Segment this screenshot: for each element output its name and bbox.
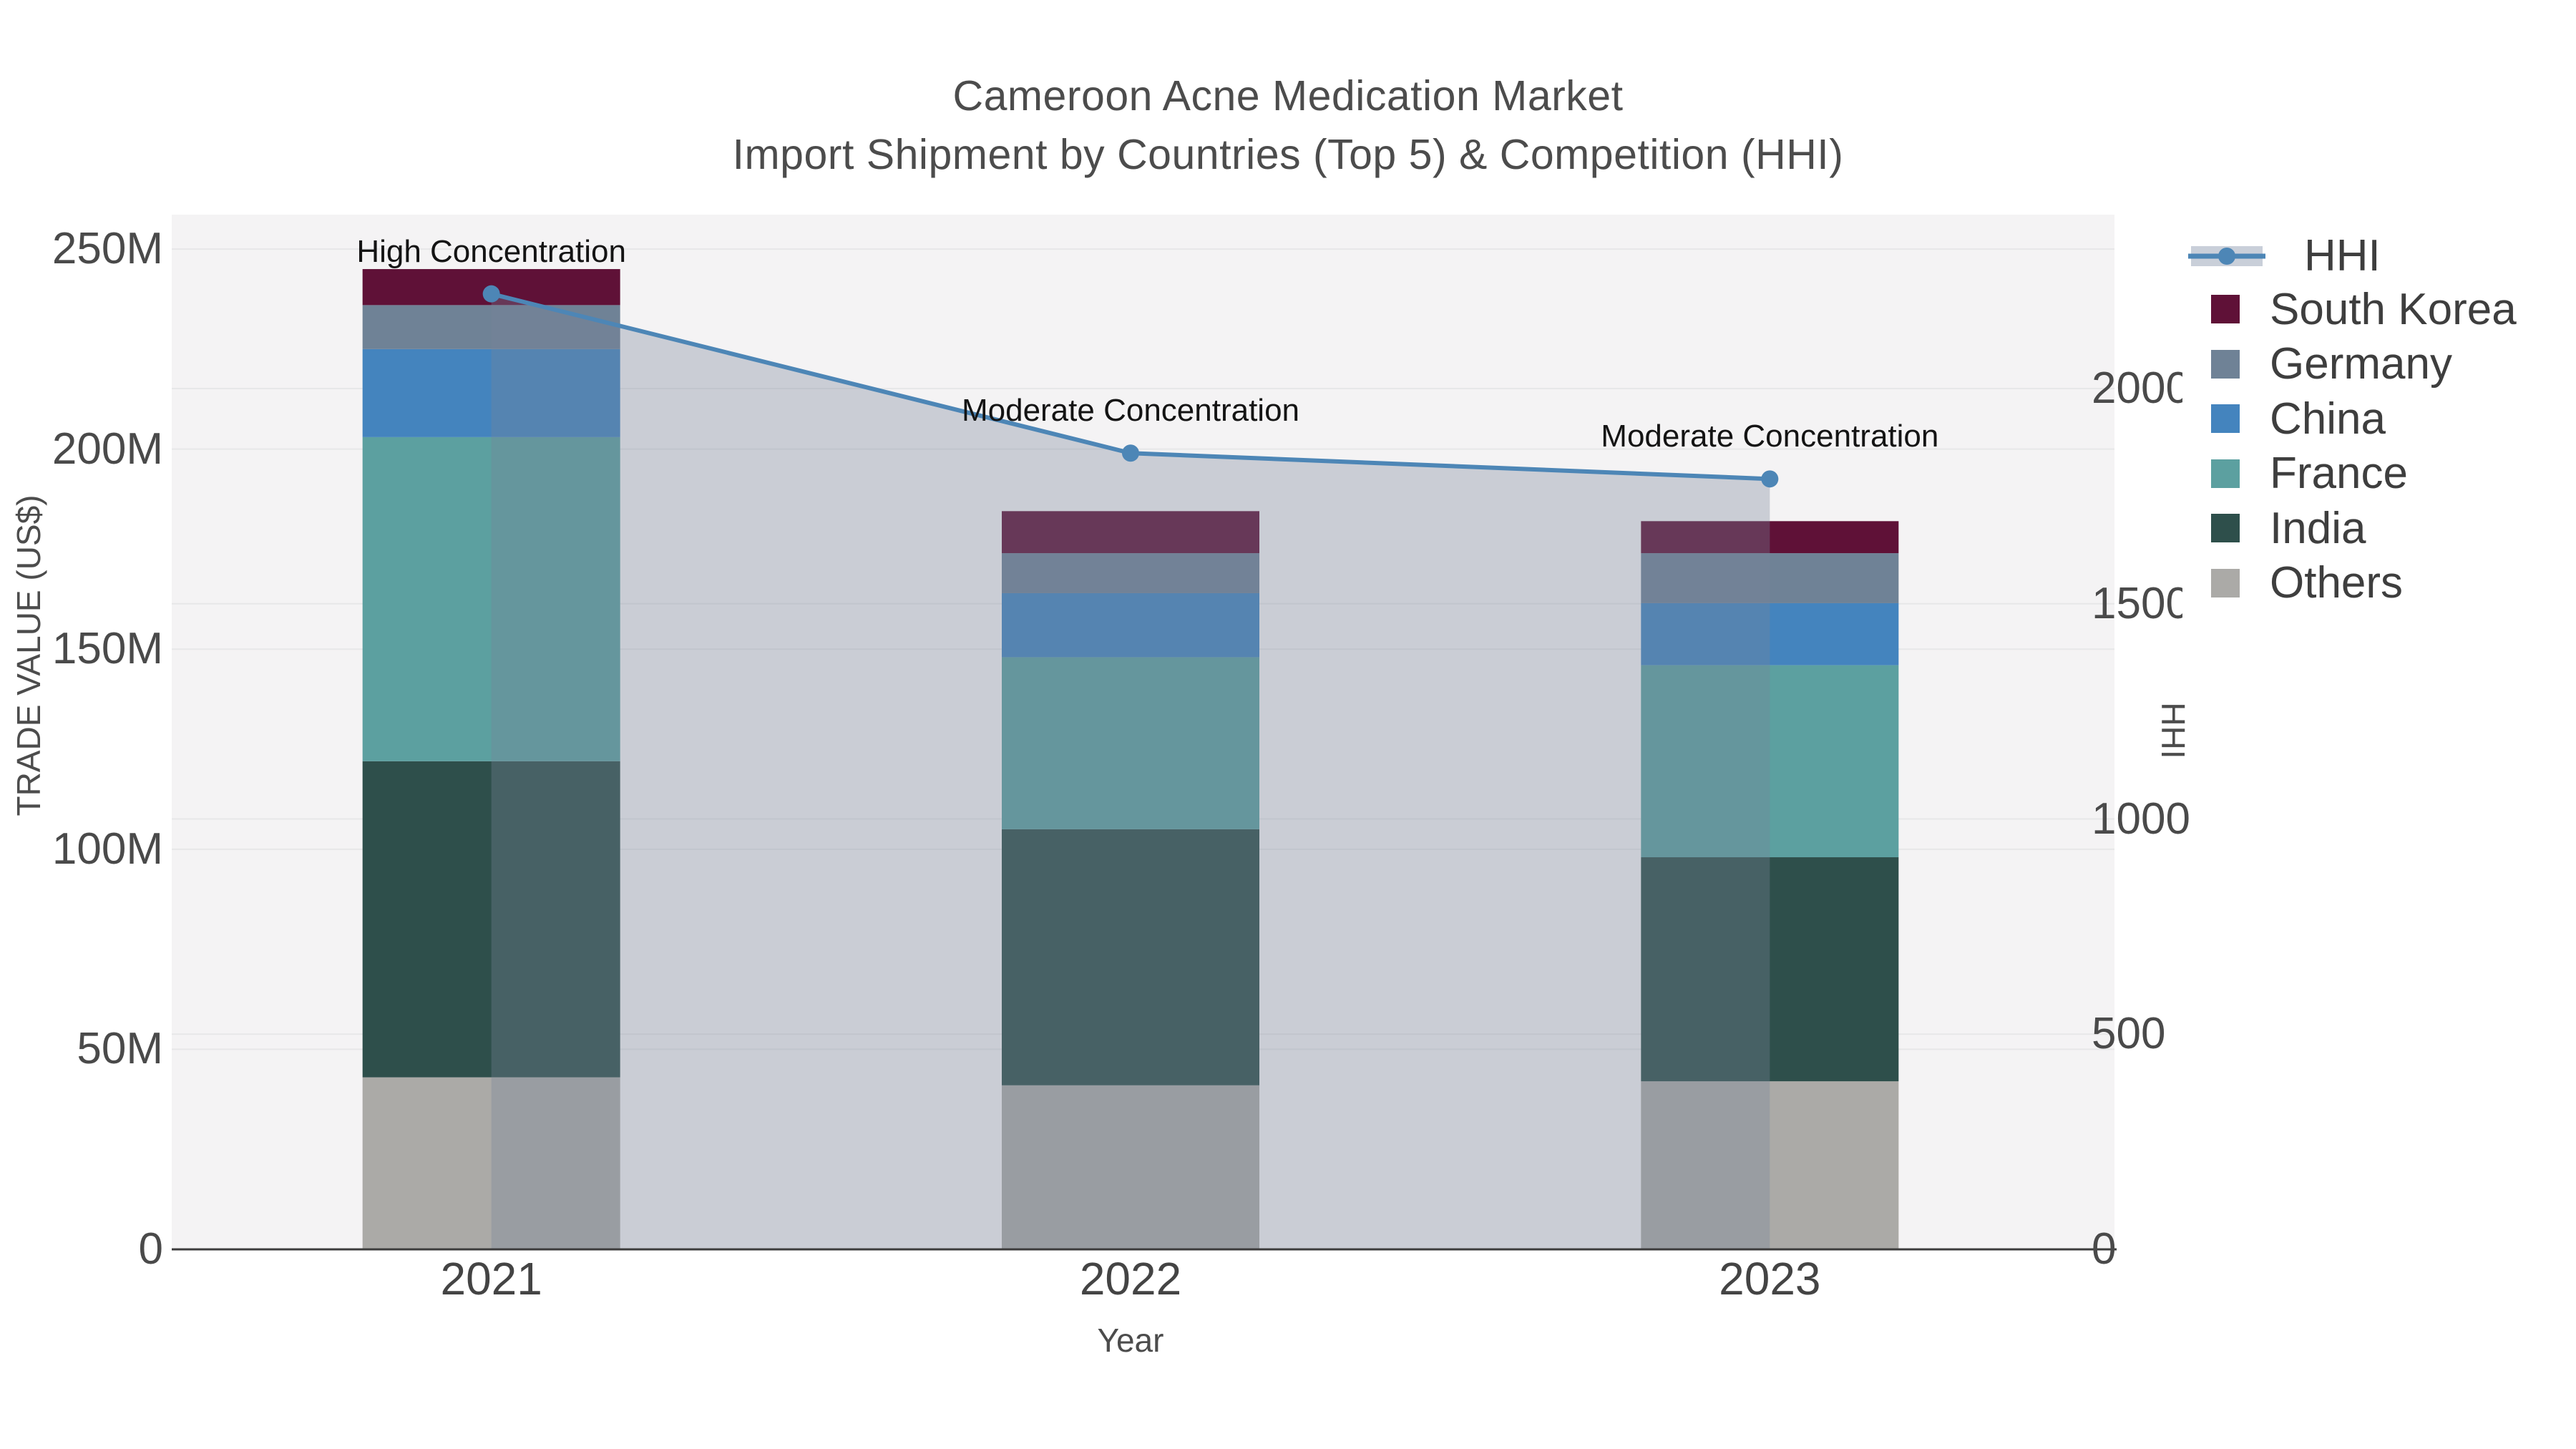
legend-item-china[interactable]: China <box>2182 391 2576 446</box>
y-left-tick-150M: 150M <box>52 624 163 674</box>
bar-segment-india-2021[interactable] <box>362 761 620 1078</box>
annotation-2021: High Concentration <box>356 233 626 269</box>
bar-segment-india-2023[interactable] <box>1641 857 1899 1082</box>
hhi-marker-2023[interactable] <box>1761 470 1779 488</box>
bar-segment-france-2022[interactable] <box>1002 657 1259 829</box>
y-right-tick-1500: 1500 <box>2092 578 2190 628</box>
bar-segment-germany-2022[interactable] <box>1002 553 1259 593</box>
bar-segment-china-2022[interactable] <box>1002 592 1259 658</box>
x-axis-title: Year <box>1097 1322 1164 1359</box>
x-tick-2023: 2023 <box>1719 1253 1821 1304</box>
bar-segment-india-2022[interactable] <box>1002 829 1259 1085</box>
legend-label-india: India <box>2270 503 2366 553</box>
y-left-tick-250M: 250M <box>52 224 163 274</box>
legend-swatch-germany-icon <box>2211 349 2240 379</box>
bar-segment-others-2023[interactable] <box>1641 1081 1899 1249</box>
y-left-tick-50M: 50M <box>77 1024 163 1074</box>
legend-label-germany: Germany <box>2270 339 2452 389</box>
legend-swatch-others-icon <box>2211 568 2240 597</box>
legend-item-others[interactable]: Others <box>2182 556 2576 610</box>
x-tick-2022: 2022 <box>1079 1253 1182 1304</box>
bar-segment-china-2021[interactable] <box>362 348 620 437</box>
y-right-tick-500: 500 <box>2092 1009 2166 1059</box>
legend-label-france: France <box>2270 449 2408 498</box>
y-left-tick-200M: 200M <box>52 424 163 474</box>
legend-label-south-korea: South Korea <box>2270 284 2517 334</box>
legend-item-france[interactable]: France <box>2182 447 2576 501</box>
legend-item-hhi[interactable]: HHI <box>2182 228 2576 283</box>
legend-swatch-south-korea-icon <box>2211 295 2240 323</box>
bar-segment-others-2022[interactable] <box>1002 1085 1259 1249</box>
chart-title-line2: Import Shipment by Countries (Top 5) & C… <box>732 131 1844 178</box>
bar-segment-france-2023[interactable] <box>1641 665 1899 858</box>
bar-segment-germany-2021[interactable] <box>362 305 620 349</box>
bar-segment-germany-2023[interactable] <box>1641 553 1899 603</box>
y-right-tick-2000: 2000 <box>2092 364 2190 413</box>
annotation-2022: Moderate Concentration <box>961 393 1300 429</box>
legend: HHI South Korea Germany China France India Oth… <box>2182 220 2576 618</box>
legend-label-hhi: HHI <box>2304 230 2381 280</box>
legend-swatch-china-icon <box>2211 404 2240 433</box>
bar-segment-china-2023[interactable] <box>1641 602 1899 665</box>
y-left-tick-100M: 100M <box>52 824 163 874</box>
bar-segment-france-2021[interactable] <box>362 436 620 761</box>
x-tick-2021: 2021 <box>440 1253 542 1304</box>
y-right-tick-0: 0 <box>2092 1224 2117 1274</box>
legend-item-south-korea[interactable]: South Korea <box>2182 282 2576 336</box>
legend-item-germany[interactable]: Germany <box>2182 337 2576 391</box>
legend-item-india[interactable]: India <box>2182 501 2576 555</box>
hhi-sample-marker <box>2218 248 2235 265</box>
y-left-tick-0: 0 <box>138 1224 163 1274</box>
y-right-tick-1000: 1000 <box>2092 794 2190 844</box>
bar-segment-others-2021[interactable] <box>362 1077 620 1249</box>
bar-segment-south-korea-2023[interactable] <box>1641 521 1899 554</box>
hhi-marker-2022[interactable] <box>1122 444 1139 462</box>
annotation-2023: Moderate Concentration <box>1601 419 1939 454</box>
legend-swatch-india-icon <box>2211 514 2240 542</box>
hhi-legend-sample-icon <box>2188 246 2265 266</box>
legend-label-others: Others <box>2270 558 2404 608</box>
hhi-marker-2021[interactable] <box>482 285 500 303</box>
bar-segment-south-korea-2022[interactable] <box>1002 511 1259 554</box>
hhi-area-fill <box>491 293 1770 1249</box>
legend-swatch-france-icon <box>2211 459 2240 488</box>
chart-title-line1: Cameroon Acne Medication Market <box>952 72 1624 119</box>
legend-label-china: China <box>2270 394 2386 444</box>
